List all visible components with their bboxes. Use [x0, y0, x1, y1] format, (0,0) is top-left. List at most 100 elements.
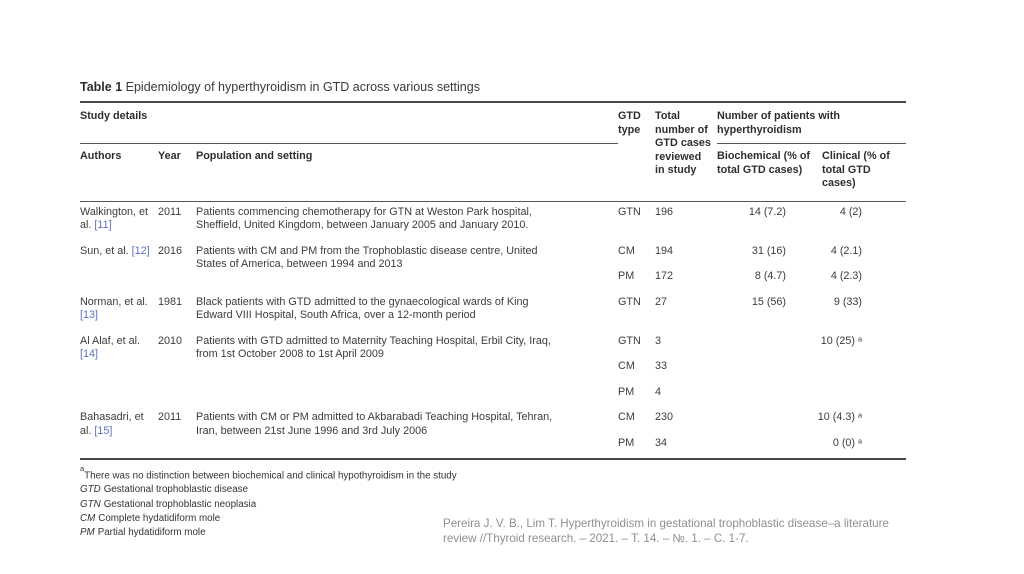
cell-gtd-type: GTN — [618, 295, 641, 308]
col-header-gtd-type: GTD type — [618, 102, 656, 202]
cell-authors: Bahasadri, et al. [15] — [80, 407, 158, 459]
cell-authors: Sun, et al. [12] — [80, 241, 158, 292]
table-row: Norman, et al. [13] 1981 Black patients … — [80, 292, 906, 331]
epidemiology-table: Study details GTD type Total number of G… — [80, 101, 907, 460]
cell-merged-hyperthyroidism: 10 (4.3) ᵃ — [817, 411, 863, 423]
abbr-term: GTD — [80, 484, 101, 496]
citation-ref-link[interactable]: [11] — [94, 219, 112, 231]
footnote-abbr-cm: CM Complete hydatidiform mole — [80, 512, 906, 526]
citation-ref-link[interactable]: [12] — [131, 244, 150, 257]
footnote-abbr-pm: PM Partial hydatidiform mole — [80, 526, 906, 540]
table-header-row-groups: Study details GTD type Total number of G… — [80, 102, 907, 202]
col-header-authors: Authors — [80, 143, 158, 202]
citation-ref-link[interactable]: [15] — [94, 424, 113, 437]
cell-biochemical: 14 (7.2) — [748, 205, 787, 218]
col-header-population: Population and setting — [196, 143, 619, 202]
cell-total-cases: 230 — [655, 411, 674, 423]
abbr-term: GTN — [80, 498, 101, 510]
cell-total-cases: 4 — [655, 385, 662, 398]
cell-total-cases: 33 — [655, 360, 668, 372]
cell-merged-hyperthyroidism: 10 (25) ᵃ — [820, 334, 863, 347]
cell-biochemical: 8 (4.7) — [754, 270, 787, 282]
table-row: Bahasadri, et al. [15] 2011 Patients wit… — [80, 407, 906, 437]
cell-year: 2016 — [158, 244, 183, 257]
study-row-group-sun: Sun, et al. [12] 2016 Patients with CM a… — [80, 241, 906, 292]
cell-gtd-type: CM — [618, 244, 635, 257]
table-figure: Table 1 Epidemiology of hyperthyroidism … — [80, 80, 907, 540]
table-title: Table 1 Epidemiology of hyperthyroidism … — [80, 80, 906, 95]
cell-total-cases: 172 — [655, 270, 674, 282]
cell-clinical: 4 (2) — [839, 205, 863, 218]
cell-clinical: 9 (33) — [833, 295, 863, 308]
cell-merged-hyperthyroidism: 0 (0) ᵃ — [832, 436, 863, 449]
cell-gtd-type: GTN — [618, 205, 641, 218]
table-row: PM 4 — [80, 382, 906, 408]
cell-gtd-type: CM — [618, 360, 635, 372]
table-header: Study details GTD type Total number of G… — [80, 102, 907, 202]
table-row: Walkington, et al. [11] 2011 Patients co… — [80, 201, 906, 241]
authors-text: Al Alaf, et al. — [80, 334, 141, 347]
citation-line-1: Pereira J. V. B., Lim T. Hyperthyroidism… — [443, 517, 889, 530]
cell-merged-hyperthyroidism — [717, 356, 906, 382]
abbr-term: CM — [80, 512, 96, 524]
study-row-group-norman: Norman, et al. [13] 1981 Black patients … — [80, 292, 906, 331]
footnote-marker: a — [80, 464, 85, 473]
cell-gtd-type: GTN — [618, 334, 641, 347]
study-row-group-alalaf: Al Alaf, et al. [14] 2010 Patients with … — [80, 331, 906, 408]
table-row: Al Alaf, et al. [14] 2010 Patients with … — [80, 331, 906, 361]
abbr-definition: Gestational trophoblastic disease — [103, 484, 249, 496]
footnote-note-text: There was no distinction between biochem… — [84, 470, 457, 482]
cell-population: Black patients with GTD admitted to the … — [196, 295, 529, 322]
col-header-biochemical: Biochemical (% of total GTD cases) — [717, 143, 823, 202]
col-header-year: Year — [158, 143, 196, 202]
cell-total-cases: 3 — [655, 334, 662, 347]
cell-merged-hyperthyroidism — [717, 382, 906, 408]
study-row-group-walkington: Walkington, et al. [11] 2011 Patients co… — [80, 201, 906, 241]
table-footnotes: aThere was no distinction between bioche… — [80, 464, 906, 540]
study-row-group-bahasadri: Bahasadri, et al. [15] 2011 Patients wit… — [80, 407, 906, 459]
cell-total-cases: 34 — [655, 436, 668, 449]
col-header-clinical: Clinical (% of total GTD cases) — [822, 143, 907, 202]
table-row: CM 33 — [80, 356, 906, 382]
cell-authors: Norman, et al. [13] — [80, 292, 158, 331]
cell-total-cases: 196 — [655, 205, 674, 218]
cell-gtd-type: CM — [618, 411, 635, 423]
cell-population: Patients with CM and PM from the Trophob… — [196, 244, 538, 271]
cell-clinical: 4 (2.3) — [830, 270, 863, 282]
table-row: PM 172 8 (4.7) 4 (2.3) — [80, 266, 906, 292]
abbr-definition: Partial hydatidiform mole — [97, 527, 206, 539]
cell-gtd-type: PM — [618, 436, 635, 449]
abbr-definition: Complete hydatidiform mole — [98, 512, 221, 524]
col-header-study-details: Study details — [80, 102, 619, 144]
cell-gtd-type: PM — [618, 270, 635, 282]
cell-clinical: 4 (2.1) — [830, 244, 863, 257]
col-header-hyperthyroidism-patients: Number of patients with hyperthyroidism — [717, 102, 907, 144]
authors-text: Bahasadri, et al. — [80, 411, 144, 437]
reference-citation: Pereira J. V. B., Lim T. Hyperthyroidism… — [443, 517, 963, 546]
citation-ref-link[interactable]: [13] — [80, 309, 99, 321]
abbr-term: PM — [80, 527, 95, 539]
authors-text: Walkington, et al. — [80, 205, 149, 232]
citation-line-2: review //Thyroid research. – 2021. – Т. … — [443, 531, 749, 545]
cell-population: Patients commencing chemotherapy for GTN… — [196, 205, 532, 232]
footnote-abbr-gtn: GTN Gestational trophoblastic neoplasia — [80, 498, 906, 512]
cell-total-cases: 27 — [655, 295, 668, 308]
cell-total-cases: 194 — [655, 244, 674, 257]
abbr-definition: Gestational trophoblastic neoplasia — [103, 498, 257, 510]
cell-authors: Walkington, et al. [11] — [80, 201, 158, 241]
cell-year: 2011 — [158, 205, 182, 218]
table-row: PM 34 0 (0) ᵃ — [80, 433, 906, 460]
authors-text: Sun, et al. — [80, 244, 129, 257]
cell-biochemical: 31 (16) — [751, 244, 787, 257]
table-header-row-subcolumns: Authors Year Population and setting Bioc… — [80, 143, 907, 202]
citation-ref-link[interactable]: [14] — [80, 348, 99, 360]
authors-text: Norman, et al. — [80, 295, 148, 308]
table-row: Sun, et al. [12] 2016 Patients with CM a… — [80, 241, 906, 271]
cell-gtd-type: PM — [618, 385, 635, 398]
table-title-text: Epidemiology of hyperthyroidism in GTD a… — [122, 80, 480, 94]
cell-year: 1981 — [158, 295, 183, 308]
cell-biochemical: 15 (56) — [751, 295, 787, 308]
footnote-abbr-gtd: GTD Gestational trophoblastic disease — [80, 483, 906, 497]
cell-population: Patients with GTD admitted to Maternity … — [196, 334, 551, 361]
